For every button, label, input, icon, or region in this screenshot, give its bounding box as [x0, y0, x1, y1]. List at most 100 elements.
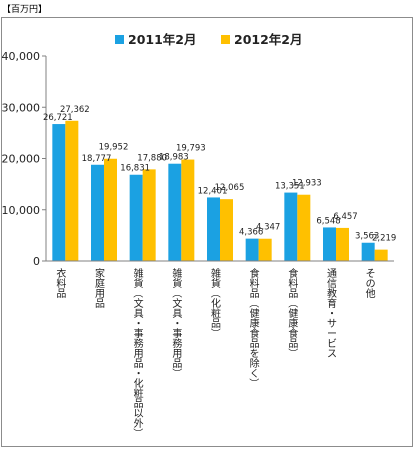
x-tick-char: 用 — [95, 289, 105, 300]
bar-s1 — [207, 197, 220, 261]
x-tick-char: 用 — [134, 349, 144, 360]
x-tick-char: 事 — [134, 327, 144, 340]
x-tick-char: 貨 — [172, 277, 182, 290]
bar-s1 — [52, 124, 66, 262]
chart-frame — [1, 17, 413, 447]
data-label: 27,362 — [60, 105, 90, 115]
x-tick-char: 食 — [250, 327, 260, 340]
data-label: 18,983 — [159, 153, 189, 163]
legend-label: 2011年2月 — [128, 32, 197, 47]
x-tick-char: 教 — [327, 287, 337, 300]
bar-s2 — [220, 199, 233, 261]
bar-s2 — [181, 159, 195, 261]
bar-s2 — [104, 158, 117, 261]
data-label: 12,933 — [292, 179, 322, 189]
x-tick-char: ス — [327, 349, 337, 360]
data-label: 19,793 — [176, 144, 206, 154]
x-tick-char: 務 — [134, 337, 144, 350]
x-tick-char: 品 — [211, 318, 221, 330]
bar-s2 — [65, 120, 79, 262]
x-tick-char: 文 — [172, 297, 182, 310]
x-tick-char: ） — [170, 368, 182, 378]
bar-s2 — [336, 227, 349, 261]
unit-label: 【百万円】 — [2, 5, 48, 15]
x-tick-char: 品 — [95, 298, 105, 310]
x-tick-char: ・ — [327, 309, 337, 320]
y-axis: 0 10,000 20,000 30,000 40,000 — [2, 50, 47, 268]
bar-s1 — [323, 227, 336, 261]
x-axis: 衣料品家庭用品雑貨（文具・事務用品・化粧品以外）雑貨（文具・事務用品）雑貨（化粧… — [46, 260, 394, 438]
x-tick-char: の — [366, 279, 376, 290]
legend: 2011年2月 2012年2月 — [115, 32, 303, 47]
data-label: 13,351 — [275, 182, 305, 192]
x-tick-char: 雑 — [172, 267, 182, 280]
data-label: 6,548 — [316, 216, 340, 226]
data-label: 2,219 — [372, 234, 396, 244]
legend-swatch — [221, 35, 230, 44]
x-tick-char: 信 — [327, 278, 337, 290]
x-tick-char: 他 — [366, 287, 376, 300]
bar-s2 — [142, 169, 156, 261]
x-tick-char: 務 — [172, 337, 182, 350]
y-tick-label: 20,000 — [2, 153, 41, 166]
data-label: 19,952 — [99, 143, 129, 153]
x-tick-char: ー — [327, 329, 337, 340]
x-tick-char: 以 — [134, 409, 144, 420]
x-tick-char: 粧 — [211, 307, 221, 320]
x-tick-char: （ — [132, 288, 144, 298]
x-tick-char: 貨 — [134, 277, 144, 290]
data-label: 3,563 — [355, 232, 379, 242]
x-tick-char: 康 — [250, 317, 260, 330]
x-tick-char: 通 — [327, 268, 337, 280]
x-tick-char: 具 — [134, 308, 144, 320]
data-label: 17,880 — [137, 153, 167, 163]
x-tick-char: 化 — [211, 297, 221, 310]
data-label: 16,831 — [120, 164, 150, 174]
x-tick-char: 品 — [134, 358, 144, 370]
legend-swatch — [115, 35, 124, 44]
x-tick-char: 品 — [56, 288, 66, 300]
x-tick-char: （ — [209, 288, 221, 298]
bar-s1 — [361, 242, 375, 261]
x-tick-char: 品 — [288, 338, 298, 350]
x-tick-label: 衣料品 — [56, 267, 66, 300]
x-tick-char: 事 — [172, 327, 182, 340]
x-tick-char: ・ — [134, 369, 144, 380]
x-tick-char: 品 — [172, 358, 182, 370]
x-tick-char: 外 — [134, 418, 144, 430]
x-tick-char: く — [250, 369, 260, 380]
x-tick-char: 康 — [288, 317, 298, 330]
x-tick-char: サ — [327, 318, 337, 330]
x-tick-char: （ — [248, 298, 260, 308]
x-tick-char: 雑 — [211, 267, 221, 280]
y-tick-label: 30,000 — [2, 101, 41, 114]
bar-s2 — [297, 194, 311, 261]
x-tick-char: ・ — [134, 319, 144, 330]
x-tick-char: ） — [286, 348, 298, 358]
x-tick-char: （ — [170, 288, 182, 298]
x-tick-char: 品 — [288, 288, 298, 300]
x-tick-char: 除 — [250, 357, 260, 370]
x-tick-char: 庭 — [95, 277, 105, 290]
data-label: 4,366 — [239, 228, 263, 238]
bar-s1 — [129, 174, 143, 261]
x-tick-char: ビ — [327, 338, 337, 350]
x-tick-char: 文 — [134, 297, 144, 310]
x-tick-char: ） — [248, 378, 260, 388]
bar-s2 — [258, 238, 272, 261]
bars — [52, 120, 388, 262]
x-tick-char: 貨 — [211, 277, 221, 290]
x-tick-char: を — [250, 348, 260, 360]
x-tick-char: 健 — [250, 308, 260, 320]
x-tick-char: 育 — [327, 297, 337, 310]
data-label: 4,347 — [256, 223, 280, 233]
x-tick-char: 料 — [56, 277, 66, 290]
bar-s1 — [91, 164, 104, 261]
x-tick-char: 健 — [288, 308, 298, 320]
